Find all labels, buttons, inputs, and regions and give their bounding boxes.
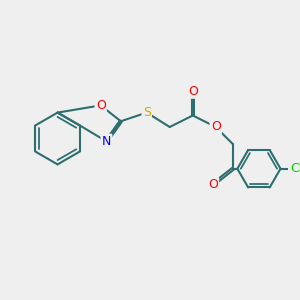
Text: S: S [143, 106, 151, 119]
Text: O: O [211, 121, 221, 134]
Text: O: O [208, 178, 218, 191]
Text: Cl: Cl [290, 162, 300, 175]
Text: O: O [188, 85, 198, 98]
Text: N: N [102, 135, 111, 148]
Text: O: O [96, 99, 106, 112]
